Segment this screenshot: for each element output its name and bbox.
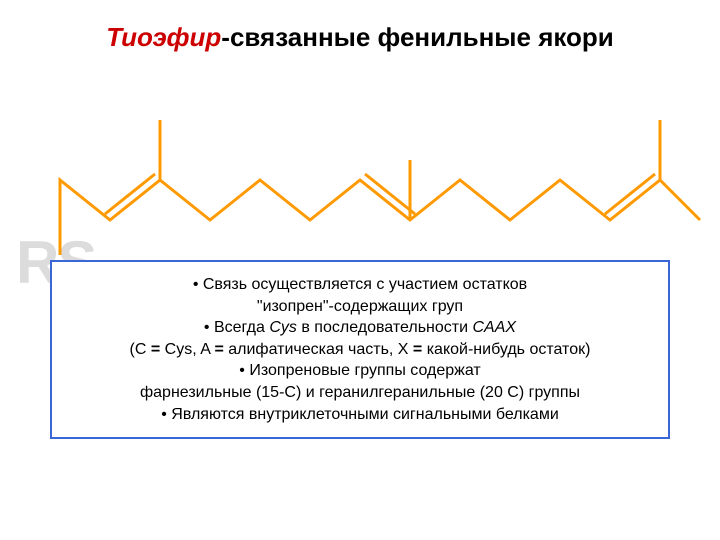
content-line: • Всегда Cys в последовательности CAAX [66,317,654,339]
content-line: фарнезильные (15-C) и геранилгеранильные… [66,382,654,404]
chemical-structure [0,60,720,270]
content-box: • Связь осуществляется с участием остатк… [50,260,670,439]
title-rest: -связанные фенильные якори [221,22,614,52]
slide-title: Тиоэфир-связанные фенильные якори [0,22,720,53]
title-emphasis: Тиоэфир [106,22,221,52]
content-line: "изопрен"-содержащих груп [66,296,654,318]
content-line: (C = Cys, A = алифатическая часть, X = к… [66,339,654,361]
content-line: • Связь осуществляется с участием остатк… [66,274,654,296]
content-line: • Изопреновые группы содержат [66,360,654,382]
content-line: • Являются внутриклеточными сигнальными … [66,404,654,426]
